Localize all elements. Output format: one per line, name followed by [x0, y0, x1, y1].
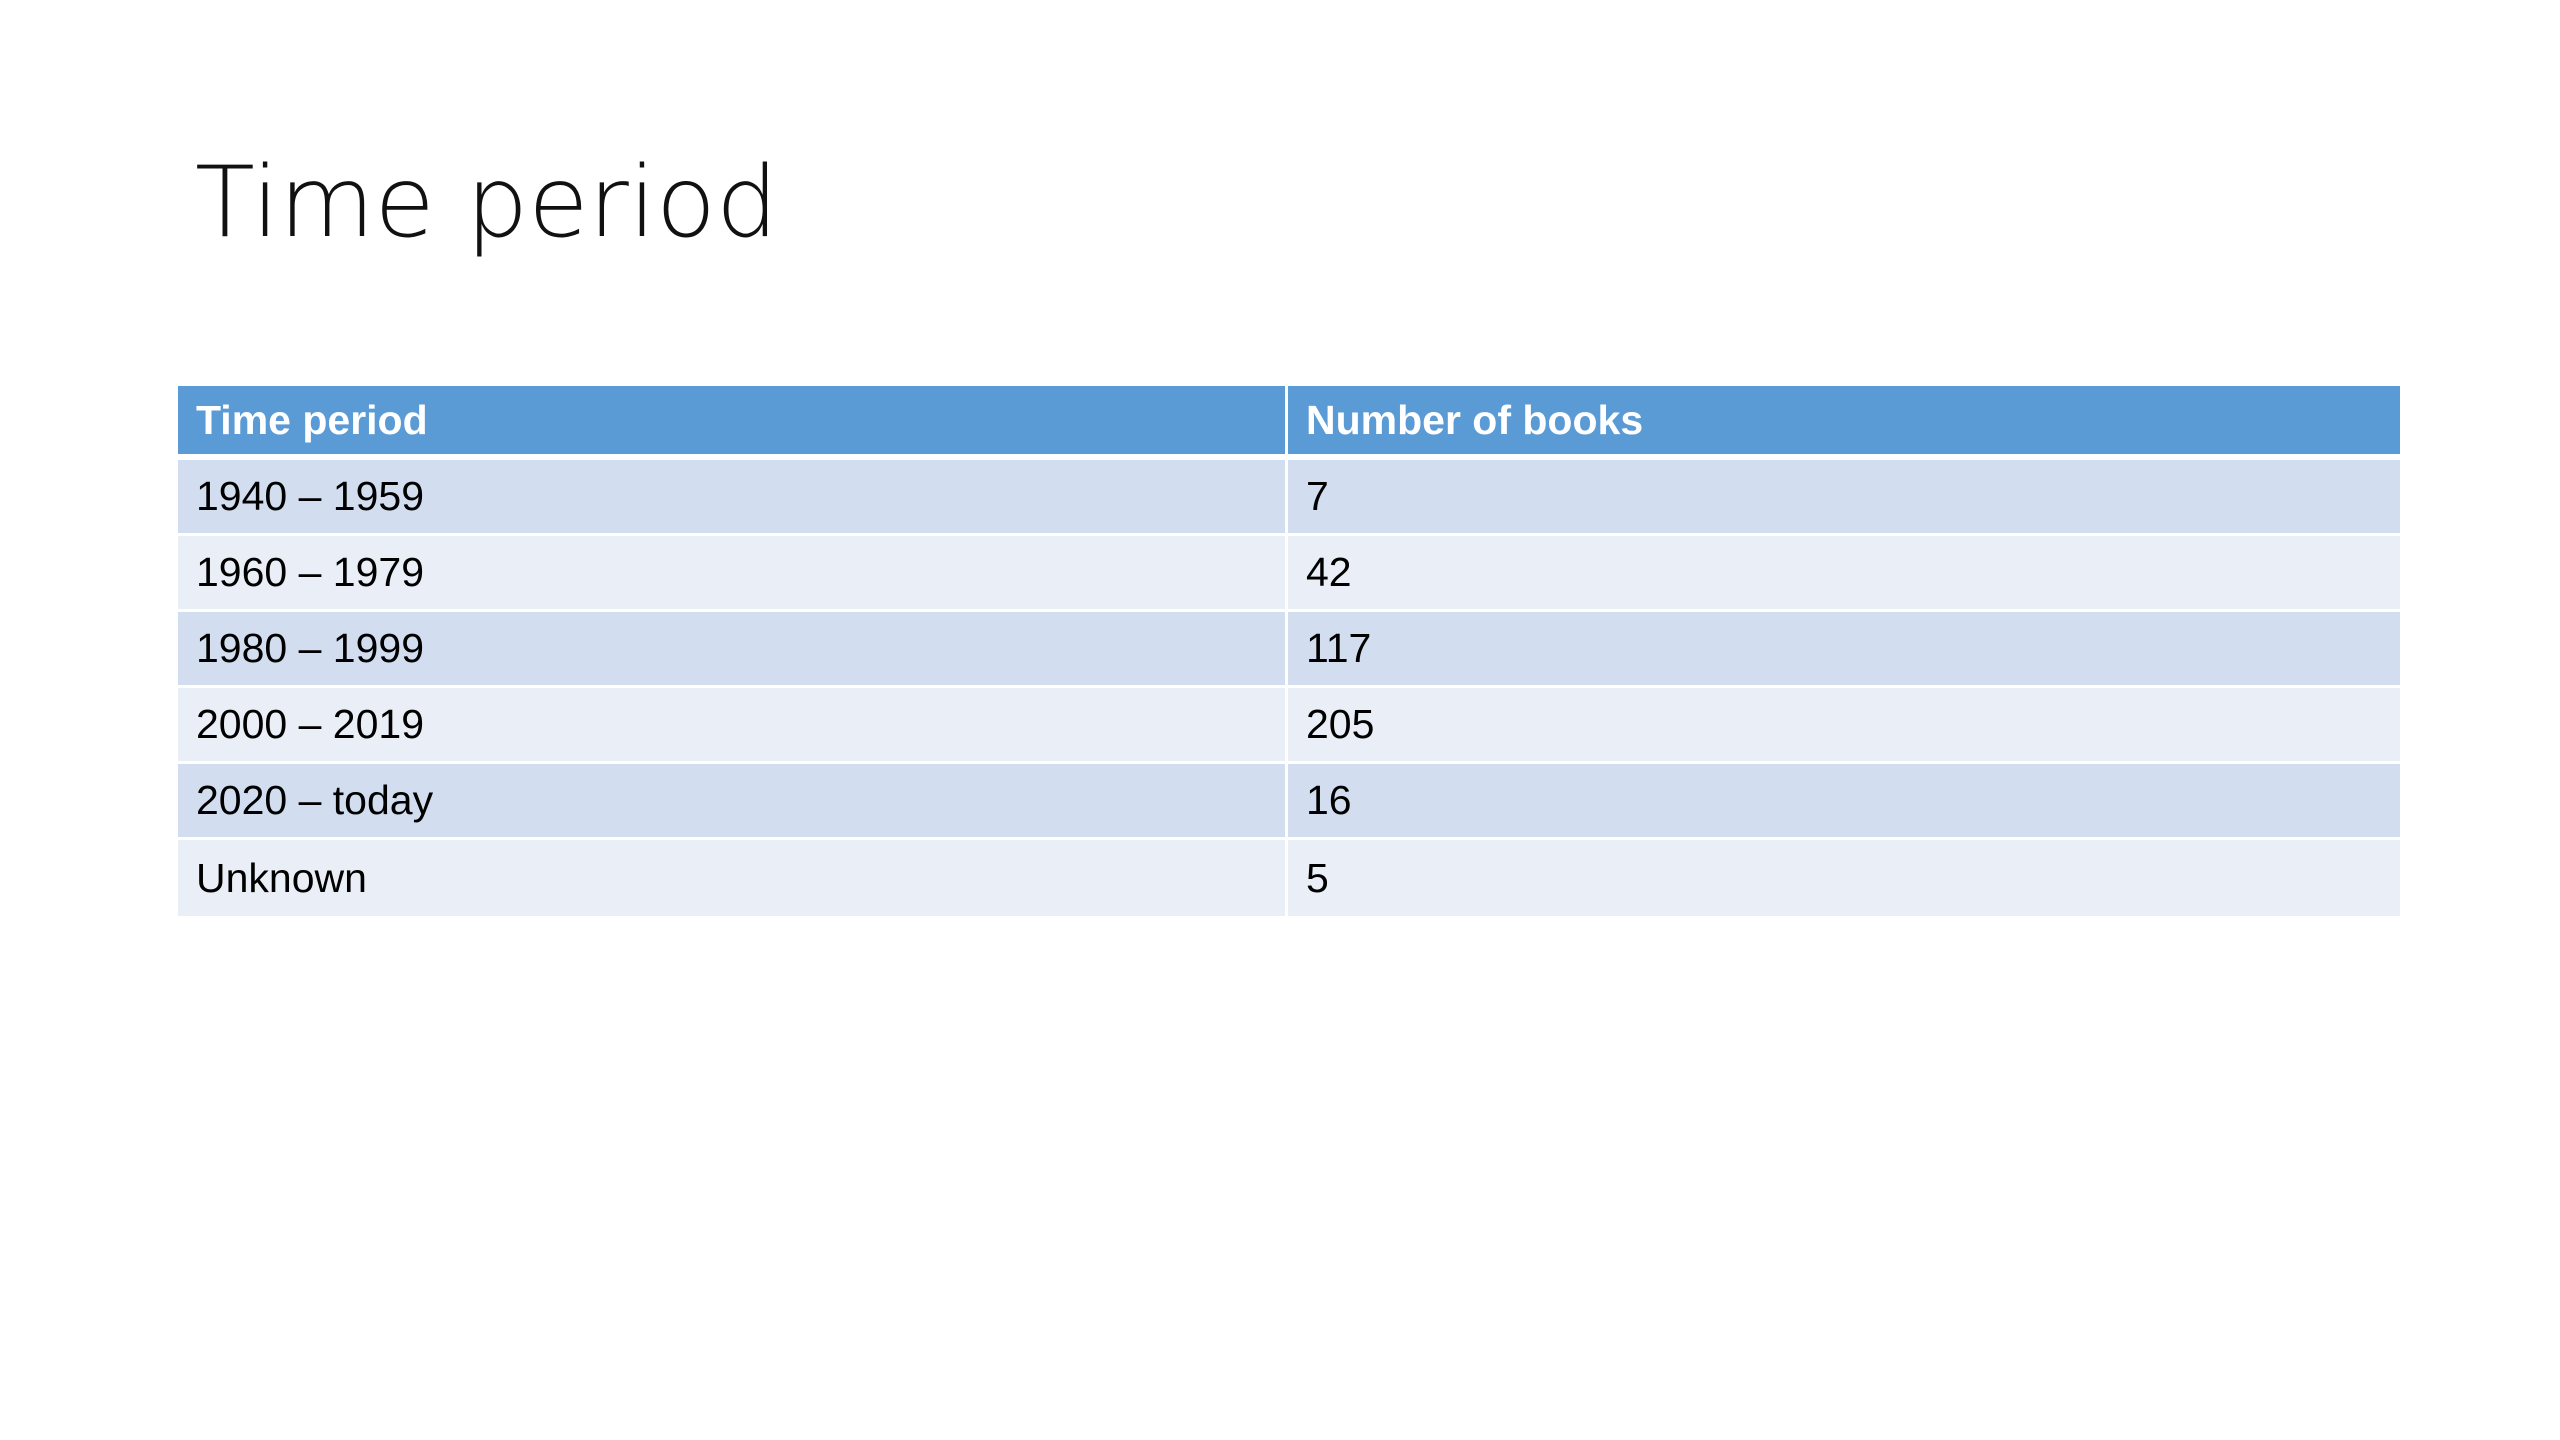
number-of-books-cell: 205 — [1288, 688, 2400, 764]
table-header-row: Time period Number of books — [178, 386, 2400, 460]
number-of-books-cell: 117 — [1288, 612, 2400, 688]
table-row: 2020 – today 16 — [178, 764, 2400, 840]
time-period-cell: 1980 – 1999 — [178, 612, 1288, 688]
books-by-period-table: Time period Number of books 1940 – 1959 … — [178, 386, 2400, 916]
time-period-cell: 1960 – 1979 — [178, 536, 1288, 612]
column-header-time-period: Time period — [178, 386, 1288, 460]
number-of-books-cell: 42 — [1288, 536, 2400, 612]
table-row: 1960 – 1979 42 — [178, 536, 2400, 612]
table-row: Unknown 5 — [178, 840, 2400, 916]
slide-title: Time period — [195, 146, 779, 260]
number-of-books-cell: 16 — [1288, 764, 2400, 840]
table-row: 2000 – 2019 205 — [178, 688, 2400, 764]
time-period-cell: Unknown — [178, 840, 1288, 916]
table-row: 1940 – 1959 7 — [178, 460, 2400, 536]
column-header-number-of-books: Number of books — [1288, 386, 2400, 460]
time-period-cell: 2000 – 2019 — [178, 688, 1288, 764]
time-period-cell: 2020 – today — [178, 764, 1288, 840]
number-of-books-cell: 7 — [1288, 460, 2400, 536]
number-of-books-cell: 5 — [1288, 840, 2400, 916]
table-row: 1980 – 1999 117 — [178, 612, 2400, 688]
time-period-cell: 1940 – 1959 — [178, 460, 1288, 536]
